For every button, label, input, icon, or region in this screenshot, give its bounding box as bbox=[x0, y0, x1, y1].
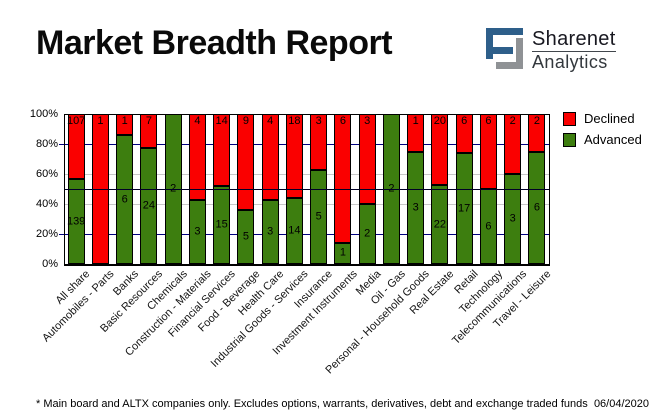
declined-count-label: 4 bbox=[267, 115, 274, 127]
gridline-60pct bbox=[65, 174, 549, 175]
bar-segment-advanced bbox=[407, 151, 425, 264]
advanced-count-label: 22 bbox=[433, 218, 446, 231]
advanced-count-label: 17 bbox=[458, 202, 471, 215]
logo-divider bbox=[532, 51, 616, 52]
declined-count-label: 20 bbox=[433, 115, 446, 127]
report-date: 06/04/2020 bbox=[593, 398, 649, 410]
declined-count-label: 7 bbox=[145, 115, 152, 127]
advanced-count-label: 14 bbox=[288, 224, 301, 237]
advanced-count-label: 3 bbox=[194, 225, 201, 238]
y-tick-100pct: 100% bbox=[29, 107, 58, 120]
y-tick-0pct: 0% bbox=[42, 257, 58, 270]
page-title: Market Breadth Report bbox=[36, 24, 393, 62]
sharenet-logo-text: Sharenet Analytics bbox=[532, 28, 616, 72]
bar-segment-advanced bbox=[285, 198, 303, 264]
bar-all-share: 107 139 bbox=[66, 114, 86, 264]
y-tick-80pct: 80% bbox=[35, 137, 58, 150]
legend-label-declined: Declined bbox=[584, 111, 635, 126]
bar-segment-advanced bbox=[334, 242, 352, 264]
footnote-bar: * Main board and ALTX companies only. Ex… bbox=[36, 398, 649, 410]
advanced-count-label: 3 bbox=[412, 201, 419, 214]
declined-count-label: 3 bbox=[364, 115, 371, 127]
bar-segment-advanced bbox=[358, 204, 376, 264]
bar-segment-advanced bbox=[237, 210, 255, 264]
bar-segment-advanced bbox=[213, 186, 231, 264]
advanced-count-label: 5 bbox=[315, 210, 322, 223]
gridline-80pct bbox=[59, 144, 549, 145]
logo-name: Sharenet bbox=[532, 28, 616, 50]
declined-count-label: 3 bbox=[315, 115, 322, 127]
bar-basic-resources: 7 24 bbox=[140, 114, 158, 264]
declined-count-label: 1 bbox=[121, 115, 128, 127]
bar-segment-advanced bbox=[67, 179, 85, 264]
advanced-count-label: 139 bbox=[66, 215, 86, 228]
declined-count-label: 6 bbox=[485, 115, 492, 127]
bar-segment-advanced bbox=[310, 170, 328, 264]
legend-label-advanced: Advanced bbox=[584, 132, 642, 147]
reference-line-50pct bbox=[64, 188, 550, 190]
bar-segment-advanced bbox=[116, 135, 134, 264]
bar-segment-advanced bbox=[431, 185, 449, 264]
chart-legend: Declined Advanced bbox=[563, 111, 642, 153]
advanced-count-label: 3 bbox=[509, 212, 516, 225]
bar-retail: 6 17 bbox=[455, 114, 473, 264]
declined-count-label: 14 bbox=[215, 115, 228, 127]
advanced-count-label: 24 bbox=[142, 199, 155, 212]
advanced-count-label: 6 bbox=[485, 220, 492, 232]
declined-count-label: 9 bbox=[242, 115, 249, 127]
declined-swatch bbox=[563, 111, 576, 126]
declined-count-label: 6 bbox=[339, 115, 346, 127]
bar-real-estate: 20 22 bbox=[431, 114, 449, 264]
bar-segment-advanced bbox=[140, 147, 158, 264]
declined-count-label: 107 bbox=[66, 115, 86, 127]
bar-segment-advanced bbox=[188, 199, 206, 264]
footnote-text: * Main board and ALTX companies only. Ex… bbox=[36, 398, 588, 410]
declined-count-label: 2 bbox=[533, 115, 540, 127]
advanced-count-label: 5 bbox=[242, 230, 249, 243]
y-tick-40pct: 40% bbox=[35, 197, 58, 210]
bar-segment-advanced bbox=[504, 174, 522, 264]
y-tick-20pct: 20% bbox=[35, 227, 58, 240]
logo-subtitle: Analytics bbox=[532, 52, 608, 72]
advanced-count-label: 15 bbox=[215, 218, 228, 231]
bar-segment-advanced bbox=[528, 151, 546, 264]
sharenet-logo: Sharenet Analytics bbox=[486, 28, 616, 72]
bar-segment-advanced bbox=[455, 153, 473, 264]
declined-count-label: 18 bbox=[288, 115, 301, 127]
declined-count-label: 1 bbox=[412, 115, 419, 127]
gridline-40pct bbox=[65, 204, 549, 205]
advanced-count-label: 2 bbox=[364, 227, 371, 240]
y-tick-60pct: 60% bbox=[35, 167, 58, 180]
legend-item-declined: Declined bbox=[563, 111, 642, 126]
advanced-swatch bbox=[563, 132, 576, 147]
bar-segment-advanced bbox=[261, 199, 279, 264]
sharenet-logo-icon bbox=[486, 28, 523, 69]
declined-count-label: 1 bbox=[97, 115, 104, 127]
advanced-count-label: 6 bbox=[533, 201, 540, 214]
declined-count-label: 2 bbox=[509, 115, 516, 127]
bar-industrial-goods-services: 18 14 bbox=[285, 114, 303, 264]
advanced-count-label: 1 bbox=[339, 246, 346, 259]
declined-count-label: 6 bbox=[461, 115, 468, 127]
advanced-count-label: 3 bbox=[267, 225, 274, 238]
advanced-count-label: 6 bbox=[121, 193, 128, 206]
declined-count-label: 4 bbox=[194, 115, 201, 127]
legend-item-advanced: Advanced bbox=[563, 132, 642, 147]
plot-border bbox=[64, 114, 550, 266]
bar-financial-services: 14 15 bbox=[213, 114, 231, 264]
gridline-20pct bbox=[59, 234, 549, 235]
